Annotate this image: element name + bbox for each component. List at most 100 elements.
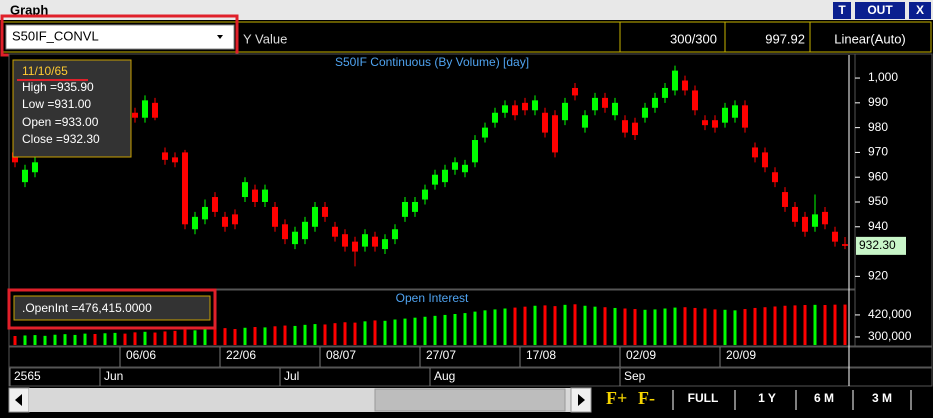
arrow-icon[interactable] — [15, 394, 22, 406]
oi-bar — [133, 332, 137, 345]
button[interactable] — [909, 2, 931, 19]
oi-bar — [803, 305, 807, 345]
last-value-box — [856, 236, 906, 255]
zoom-out[interactable]: F- — [638, 388, 655, 408]
range-button[interactable]: 3 M — [872, 391, 892, 405]
button-label[interactable]: X — [916, 3, 924, 17]
candle-body — [822, 211, 828, 225]
zoom-in[interactable]: F+ — [606, 388, 627, 408]
month-label: 2565 — [14, 369, 41, 383]
dropdown-arrow[interactable] — [217, 35, 223, 39]
candle-body — [232, 214, 238, 225]
oi-bar — [603, 307, 607, 345]
candle-body — [842, 244, 848, 246]
symbol-dropdown[interactable] — [5, 24, 235, 50]
oi-bar — [463, 313, 467, 345]
oi-bar — [723, 309, 727, 345]
price-panel — [8, 53, 856, 290]
candle-body — [442, 169, 448, 183]
oi-bar — [663, 308, 667, 345]
month-axis — [8, 367, 933, 387]
candle-body — [22, 169, 28, 183]
axis-panel — [854, 53, 933, 347]
oi-bar — [303, 324, 307, 345]
range-button[interactable]: 6 M — [814, 391, 834, 405]
candle-body — [532, 100, 538, 111]
candle-body — [342, 234, 348, 247]
candle-body — [702, 120, 708, 126]
button-label[interactable]: OUT — [867, 3, 893, 17]
range-button[interactable]: FULL — [688, 391, 719, 405]
candle-body — [242, 182, 248, 198]
button-label[interactable]: T — [838, 3, 846, 17]
month-label: Jun — [104, 369, 123, 383]
oi-bar — [233, 329, 237, 345]
oi-bar — [633, 309, 637, 345]
candle-body — [492, 112, 498, 123]
candle-body — [162, 152, 168, 160]
oi-tick-label: 300,000 — [868, 329, 912, 343]
candle-body — [602, 97, 608, 108]
oi-bar — [33, 335, 37, 345]
month-label: Jul — [284, 369, 299, 383]
candle-body — [482, 127, 488, 138]
oi-bar — [643, 309, 647, 345]
oi-bar — [73, 334, 77, 345]
candle-body — [782, 192, 788, 207]
oi-bar — [793, 305, 797, 345]
candle-body — [132, 112, 138, 118]
oi-bar — [813, 304, 817, 345]
oi-bar — [103, 333, 107, 345]
candle-body — [612, 102, 618, 116]
oi-bar — [843, 304, 847, 345]
oi-bar — [293, 325, 297, 345]
arrow-icon[interactable] — [578, 394, 585, 406]
candle-body — [152, 102, 158, 118]
candle-body — [522, 102, 528, 111]
y-tick-label: 970 — [868, 145, 888, 159]
candle-body — [592, 97, 598, 111]
oi-bar — [613, 307, 617, 345]
candle-body — [582, 115, 588, 128]
candle-body — [642, 107, 648, 118]
candle-body — [172, 157, 178, 163]
scroll-thumb[interactable] — [374, 388, 566, 412]
button[interactable] — [855, 2, 905, 19]
oi-bar — [483, 310, 487, 345]
date-axis — [8, 346, 933, 368]
oi-bar — [563, 304, 567, 345]
candle-body — [312, 206, 318, 227]
oi-bar — [53, 334, 57, 345]
candle-body — [272, 206, 278, 227]
oi-tick-label: 420,000 — [868, 307, 912, 321]
oi-bar — [433, 315, 437, 345]
candle-body — [742, 105, 748, 128]
oi-bar — [63, 334, 67, 345]
candle-body — [752, 147, 758, 158]
button[interactable] — [833, 2, 851, 19]
candle-body — [512, 105, 518, 116]
candle-body — [392, 229, 398, 240]
range-button[interactable]: 1 Y — [758, 391, 776, 405]
oi-bar — [173, 330, 177, 345]
scale-mode[interactable]: Linear(Auto) — [834, 31, 906, 46]
candle-body — [202, 206, 208, 220]
candle-body — [832, 231, 838, 242]
oi-bar — [473, 311, 477, 345]
oi-bar — [713, 309, 717, 345]
candle-body — [412, 201, 418, 212]
candle-body — [672, 70, 678, 91]
candle-body — [622, 120, 628, 133]
candle-body — [402, 201, 408, 217]
oi-bar — [143, 331, 147, 345]
candle-body — [352, 241, 358, 252]
symbol[interactable]: S50IF_CONVL — [12, 28, 99, 43]
oi-bar — [343, 322, 347, 345]
oi-bar — [583, 305, 587, 345]
oi-bar — [503, 308, 507, 345]
candle-body — [552, 115, 558, 153]
info-line: Low =931.00 — [22, 97, 91, 111]
month-label: Aug — [434, 369, 455, 383]
x-tick-label: 20/09 — [726, 348, 756, 362]
